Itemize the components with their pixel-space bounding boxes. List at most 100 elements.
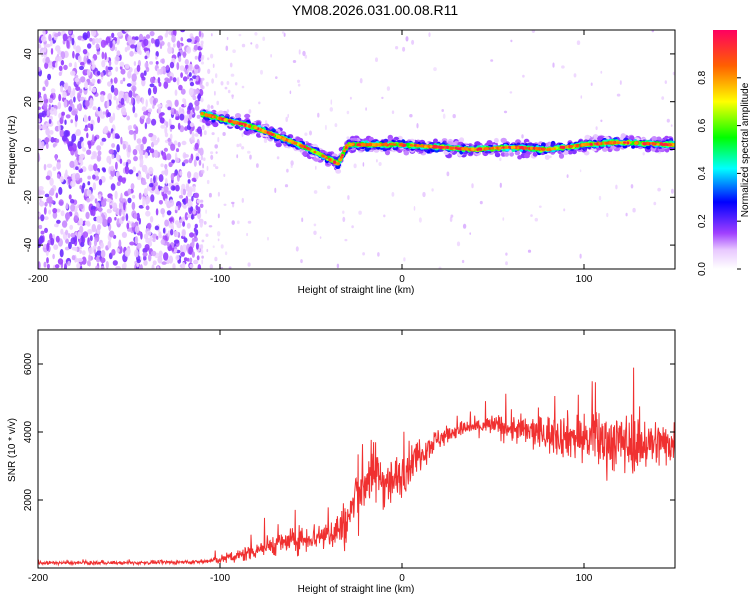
noise-dot bbox=[160, 124, 166, 129]
ridge-dot bbox=[575, 143, 579, 148]
speckle-dot bbox=[206, 179, 210, 185]
ridge-dot bbox=[550, 147, 555, 151]
noise-dot bbox=[138, 205, 144, 209]
noise-dot bbox=[87, 229, 93, 235]
speckle-dot bbox=[563, 208, 566, 212]
speckle-dot bbox=[383, 214, 386, 218]
noise-dot bbox=[130, 96, 134, 105]
noise-dot bbox=[171, 159, 176, 164]
noise-dot bbox=[77, 55, 82, 63]
noise-dot bbox=[194, 133, 199, 137]
ridge-dot bbox=[372, 143, 376, 147]
speckle-dot bbox=[200, 57, 204, 61]
ridge-dot bbox=[392, 143, 397, 146]
noise-dot bbox=[44, 227, 48, 233]
speckle-dot bbox=[224, 86, 228, 90]
noise-dot bbox=[180, 251, 186, 257]
noise-dot bbox=[165, 178, 168, 185]
noise-dot bbox=[189, 139, 195, 144]
noise-dot bbox=[124, 30, 130, 33]
noise-dot bbox=[91, 87, 97, 93]
noise-dot bbox=[170, 143, 176, 151]
snr-x-tick-label: -200 bbox=[28, 573, 48, 584]
noise-dot bbox=[95, 255, 101, 263]
speckle-dot bbox=[290, 160, 294, 166]
noise-dot bbox=[181, 262, 186, 269]
speckle-dot bbox=[319, 236, 322, 240]
ridge-dot bbox=[484, 147, 489, 151]
speckle-dot bbox=[313, 223, 317, 227]
noise-dot bbox=[108, 60, 112, 66]
speckle-dot bbox=[342, 216, 346, 222]
speckle-dot bbox=[416, 123, 419, 129]
noise-dot bbox=[181, 244, 188, 253]
noise-dot bbox=[194, 142, 199, 150]
noise-dot bbox=[182, 188, 187, 196]
speckle-dot bbox=[212, 245, 215, 248]
speckle-dot bbox=[330, 99, 333, 105]
noise-dot bbox=[115, 66, 119, 72]
noise-dot bbox=[118, 239, 122, 248]
noise-dot bbox=[135, 172, 139, 177]
noise-dot bbox=[116, 171, 120, 177]
noise-dot bbox=[107, 208, 111, 214]
speckle-dot bbox=[670, 124, 673, 127]
speckle-dot bbox=[205, 209, 207, 214]
noise-dot bbox=[65, 229, 69, 236]
noise-dot bbox=[60, 210, 65, 217]
speckle-dot bbox=[258, 101, 261, 105]
speckle-dot bbox=[210, 151, 214, 155]
noise-dot bbox=[48, 97, 54, 104]
noise-dot bbox=[171, 34, 176, 43]
speckle-dot bbox=[200, 97, 204, 103]
noise-dot bbox=[113, 87, 119, 96]
speckle-dot bbox=[285, 116, 289, 122]
noise-dot bbox=[94, 198, 98, 204]
speckle-dot bbox=[200, 199, 204, 203]
speckle-dot bbox=[200, 169, 205, 174]
noise-dot bbox=[65, 169, 68, 177]
noise-dot bbox=[134, 236, 139, 245]
noise-dot bbox=[65, 202, 69, 210]
noise-dot bbox=[116, 248, 120, 253]
speckle-dot bbox=[267, 236, 269, 241]
ridge-dot bbox=[342, 149, 347, 153]
speckle-dot bbox=[206, 248, 209, 253]
noise-dot bbox=[186, 222, 191, 229]
speckle-dot bbox=[236, 154, 239, 159]
noise-dot bbox=[59, 249, 64, 258]
speckle-dot bbox=[262, 36, 266, 41]
speckle-dot bbox=[386, 86, 390, 91]
noise-dot bbox=[88, 254, 91, 262]
noise-dot bbox=[143, 188, 148, 197]
noise-dot bbox=[78, 165, 81, 170]
noise-dot bbox=[100, 39, 106, 48]
noise-dot bbox=[183, 257, 188, 262]
noise-dot bbox=[154, 225, 160, 231]
noise-dot bbox=[79, 65, 84, 71]
noise-dot bbox=[41, 124, 47, 130]
noise-dot bbox=[95, 175, 100, 181]
noise-dot bbox=[175, 184, 180, 192]
speckle-dot bbox=[228, 266, 232, 269]
noise-dot bbox=[116, 50, 121, 57]
noise-dot bbox=[66, 138, 69, 145]
speckle-dot bbox=[215, 166, 219, 170]
noise-dot bbox=[84, 80, 88, 90]
noise-dot bbox=[70, 198, 75, 204]
colorbar-gradient bbox=[713, 30, 737, 269]
ridge-dot bbox=[508, 145, 511, 149]
noise-dot bbox=[158, 174, 164, 183]
noise-dot bbox=[197, 264, 202, 269]
noise-dot bbox=[90, 30, 97, 37]
noise-dot bbox=[152, 233, 158, 239]
noise-dot bbox=[106, 155, 112, 164]
noise-dot bbox=[114, 46, 118, 52]
noise-dot bbox=[87, 59, 91, 64]
spectrogram-y-tick-label: -40 bbox=[23, 237, 34, 252]
noise-dot bbox=[109, 204, 113, 209]
speckle-dot bbox=[411, 39, 415, 45]
noise-dot bbox=[70, 232, 76, 238]
noise-dot bbox=[47, 73, 52, 81]
noise-dot bbox=[189, 257, 193, 263]
